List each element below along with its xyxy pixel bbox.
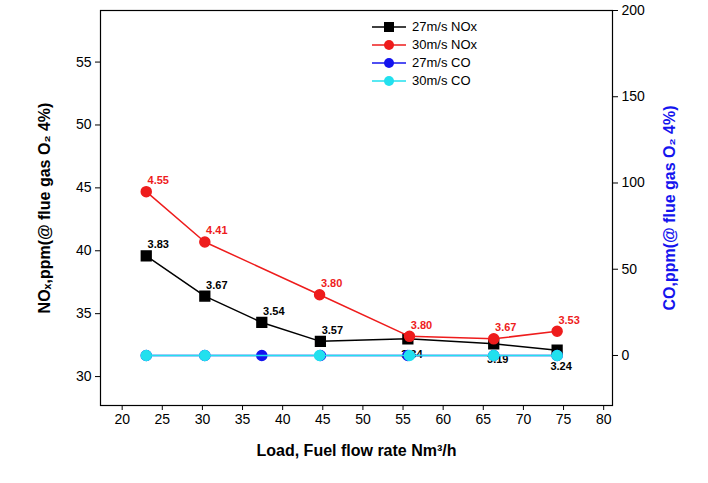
svg-text:75: 75 <box>556 411 572 427</box>
svg-text:3.67: 3.67 <box>206 279 227 291</box>
svg-text:CO,ppm(@ flue gas O₂ 4%): CO,ppm(@ flue gas O₂ 4%) <box>661 106 678 311</box>
html-text:27m/s CO: 27m/s CO <box>412 55 471 70</box>
svg-text:40: 40 <box>275 411 291 427</box>
svg-text:70: 70 <box>516 411 532 427</box>
svg-text:30: 30 <box>195 411 211 427</box>
svg-text:40: 40 <box>76 242 92 258</box>
svg-text:80: 80 <box>596 411 612 427</box>
svg-text:3.57: 3.57 <box>322 324 343 336</box>
svg-text:20: 20 <box>114 411 130 427</box>
svg-text:35: 35 <box>235 411 251 427</box>
svg-text:3.53: 3.53 <box>558 314 579 326</box>
svg-text:50: 50 <box>76 116 92 132</box>
svg-text:3.80: 3.80 <box>411 319 432 331</box>
svg-text:50: 50 <box>355 411 371 427</box>
svg-text:3.24: 3.24 <box>550 360 572 372</box>
svg-text:3.67: 3.67 <box>495 321 516 333</box>
svg-text:45: 45 <box>315 411 331 427</box>
svg-text:45: 45 <box>76 179 92 195</box>
svg-text:25: 25 <box>155 411 171 427</box>
svg-text:65: 65 <box>476 411 492 427</box>
html-text:30m/s CO: 30m/s CO <box>412 73 471 88</box>
html-text:27m/s NOx: 27m/s NOx <box>412 19 477 34</box>
svg-text:60: 60 <box>435 411 451 427</box>
svg-text:55: 55 <box>395 411 411 427</box>
svg-text:3.54: 3.54 <box>263 305 285 317</box>
svg-text:200: 200 <box>622 2 646 18</box>
svg-text:Load, Fuel flow rate Nm³/h: Load, Fuel flow rate Nm³/h <box>256 442 456 459</box>
svg-text:35: 35 <box>76 305 92 321</box>
svg-text:150: 150 <box>622 88 646 104</box>
svg-text:3.83: 3.83 <box>148 238 169 250</box>
svg-text:3.80: 3.80 <box>321 277 342 289</box>
svg-text:30: 30 <box>76 368 92 384</box>
svg-text:100: 100 <box>622 174 646 190</box>
svg-text:3.34: 3.34 <box>401 348 423 360</box>
svg-text:50: 50 <box>622 261 638 277</box>
svg-text:4.41: 4.41 <box>206 224 227 236</box>
svg-text:NOₓ,ppm(@ flue gas O₂ 4%): NOₓ,ppm(@ flue gas O₂ 4%) <box>36 103 53 314</box>
svg-text:55: 55 <box>76 54 92 70</box>
svg-text:4.55: 4.55 <box>148 174 169 186</box>
html-text:30m/s NOx: 30m/s NOx <box>412 37 477 52</box>
svg-text:0: 0 <box>622 347 630 363</box>
